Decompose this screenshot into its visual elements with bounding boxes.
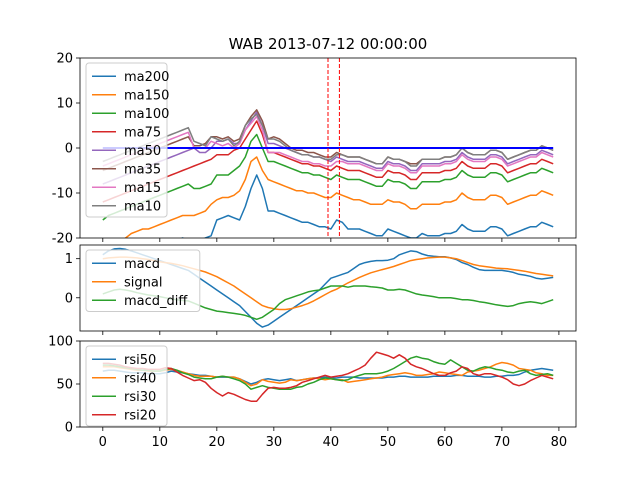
legend-label-ma50: ma50 [124, 144, 161, 159]
series-line-rsi20 [102, 351, 554, 402]
legend-label-signal: signal [124, 275, 162, 290]
legend-label-ma15: ma15 [124, 181, 161, 196]
x-tick-label: 0 [99, 435, 107, 450]
y-tick-label: 50 [56, 378, 73, 393]
y-tick-label: 100 [48, 335, 73, 350]
y-tick-label: -20 [52, 232, 73, 247]
macd-axis: 01 [65, 252, 560, 335]
legend-box [85, 345, 168, 427]
legend-box [85, 62, 168, 218]
x-tick-label: 80 [551, 435, 568, 450]
x-axis: 0 10 20 30 40 50 60 70 80 [99, 435, 568, 450]
x-tick-label: 50 [380, 435, 397, 450]
x-tick-label: 40 [323, 435, 340, 450]
price-frame [79, 57, 577, 239]
series-line-ma10 [102, 113, 554, 167]
legend-label-rsi30: rsi30 [124, 390, 156, 405]
legend-label-ma200: ma200 [124, 70, 169, 85]
panel-rsi: 0 50 100 rsi50 rsi40 rsi30 rsi20 [48, 335, 577, 436]
series-line-rsi30 [102, 355, 554, 390]
rsi-frame [79, 340, 577, 428]
legend-label-rsi20: rsi20 [124, 408, 156, 423]
y-tick-label: 0 [65, 142, 73, 157]
legend-label-ma150: ma150 [124, 88, 169, 103]
rsi-series-group [102, 351, 554, 402]
y-tick-label: 1 [65, 252, 73, 267]
legend-label-ma35: ma35 [124, 162, 161, 177]
rsi-legend: rsi50 rsi40 rsi30 rsi20 [85, 345, 168, 427]
legend-label-rsi50: rsi50 [124, 353, 156, 368]
legend-label-macd_diff: macd_diff [124, 294, 188, 309]
x-tick-label: 20 [209, 435, 226, 450]
price-axis: -20 -10 0 10 20 [52, 52, 560, 247]
legend-box [85, 249, 201, 312]
x-tick-label: 60 [437, 435, 454, 450]
y-tick-label: 0 [65, 291, 73, 306]
x-tick-label: 70 [494, 435, 511, 450]
x-tick-label: 30 [266, 435, 283, 450]
y-tick-label: 0 [65, 421, 73, 436]
rsi-axis: 0 50 100 [48, 335, 560, 436]
y-tick-label: -10 [52, 187, 73, 202]
macd-legend: macd signal macd_diff [85, 249, 201, 312]
legend-label-rsi40: rsi40 [124, 371, 156, 386]
price-series-group [102, 58, 554, 238]
chart-title: WAB 2013-07-12 00:00:00 [229, 35, 428, 53]
macd-frame [79, 244, 577, 332]
x-tick-label: 10 [152, 435, 169, 450]
legend-label-macd: macd [124, 257, 160, 272]
price-legend: ma200 ma150 ma100 ma75 ma50 ma35 ma15 ma10 [85, 62, 169, 218]
legend-label-ma100: ma100 [124, 107, 169, 122]
price-lines [102, 58, 554, 238]
rsi-lines [102, 351, 554, 402]
y-tick-label: 10 [56, 97, 73, 112]
legend-label-ma10: ma10 [124, 199, 161, 214]
y-tick-label: 20 [56, 52, 73, 67]
legend-label-ma75: ma75 [124, 125, 161, 140]
